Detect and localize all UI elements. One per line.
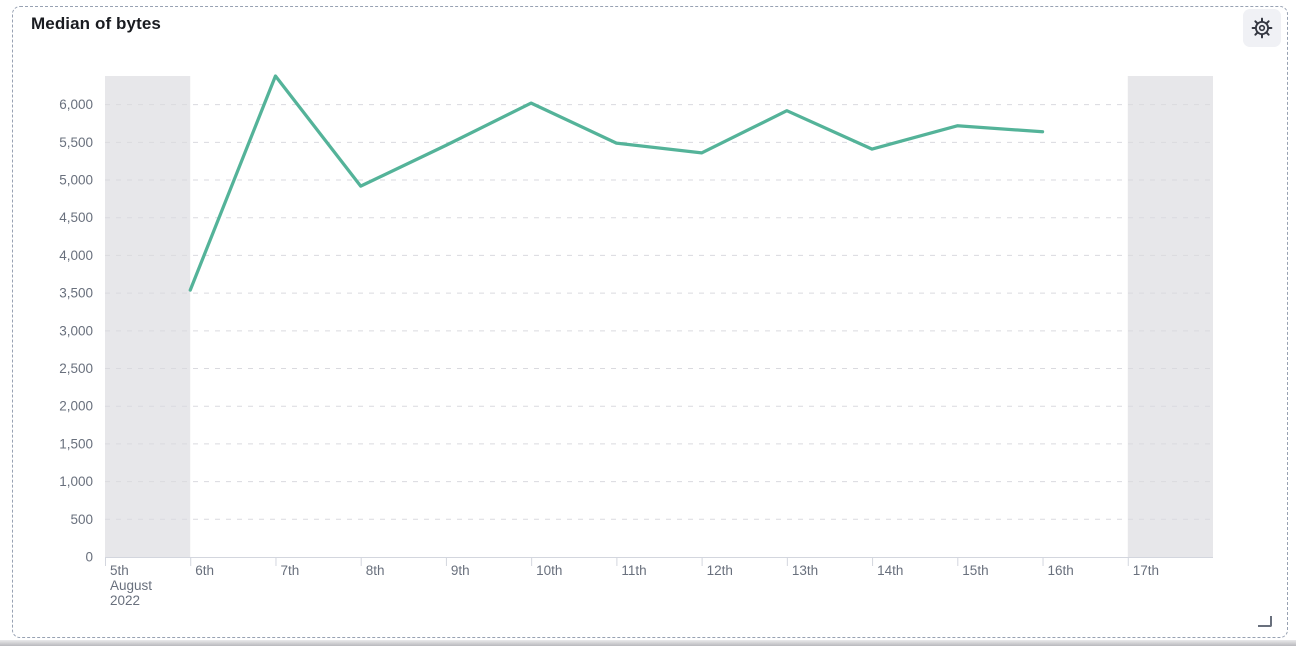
dashboard-panel: Median of bytes bbox=[12, 6, 1288, 638]
x-axis-tick-label: August bbox=[110, 578, 152, 593]
x-axis-tick-label: 12th bbox=[707, 563, 733, 578]
x-axis-tick-label: 8th bbox=[366, 563, 385, 578]
y-axis-tick-label: 5,500 bbox=[59, 135, 93, 150]
x-axis-tick-label: 15th bbox=[962, 563, 988, 578]
panel-title: Median of bytes bbox=[31, 14, 161, 33]
y-axis-tick-label: 4,000 bbox=[59, 248, 93, 263]
y-axis-tick-label: 2,000 bbox=[59, 399, 93, 414]
y-axis-tick-label: 5,000 bbox=[59, 173, 93, 188]
y-axis-tick-label: 3,500 bbox=[59, 286, 93, 301]
x-axis-tick-label: 7th bbox=[280, 563, 299, 578]
y-axis-tick-label: 1,000 bbox=[59, 474, 93, 489]
x-axis-tick-label: 16th bbox=[1048, 563, 1074, 578]
x-axis-tick-label: 17th bbox=[1133, 563, 1159, 578]
x-axis-tick-label: 10th bbox=[536, 563, 562, 578]
resize-handle[interactable] bbox=[1258, 616, 1272, 627]
x-axis-tick-label: 2022 bbox=[110, 593, 140, 608]
y-axis-tick-label: 1,500 bbox=[59, 436, 93, 451]
x-axis-tick-label: 9th bbox=[451, 563, 470, 578]
next-panel-top-edge bbox=[0, 640, 1296, 646]
partial-data-band bbox=[1127, 76, 1213, 557]
x-axis-tick-label: 6th bbox=[195, 563, 214, 578]
gear-icon bbox=[1251, 17, 1273, 39]
y-axis-tick-label: 500 bbox=[70, 512, 93, 527]
panel-settings-button[interactable] bbox=[1243, 9, 1281, 47]
x-axis-tick-label: 14th bbox=[877, 563, 903, 578]
data-line bbox=[188, 74, 1045, 292]
partial-data-band bbox=[105, 76, 191, 557]
y-axis-tick-label: 3,000 bbox=[59, 323, 93, 338]
x-axis-tick-label: 13th bbox=[792, 563, 818, 578]
y-axis-tick-label: 4,500 bbox=[59, 210, 93, 225]
y-axis-tick-label: 6,000 bbox=[59, 97, 93, 112]
y-axis-tick-label: 0 bbox=[85, 550, 93, 565]
x-axis-tick-label: 5th bbox=[110, 563, 129, 578]
y-axis-tick-label: 2,500 bbox=[59, 361, 93, 376]
x-axis-tick-label: 11th bbox=[621, 563, 646, 578]
